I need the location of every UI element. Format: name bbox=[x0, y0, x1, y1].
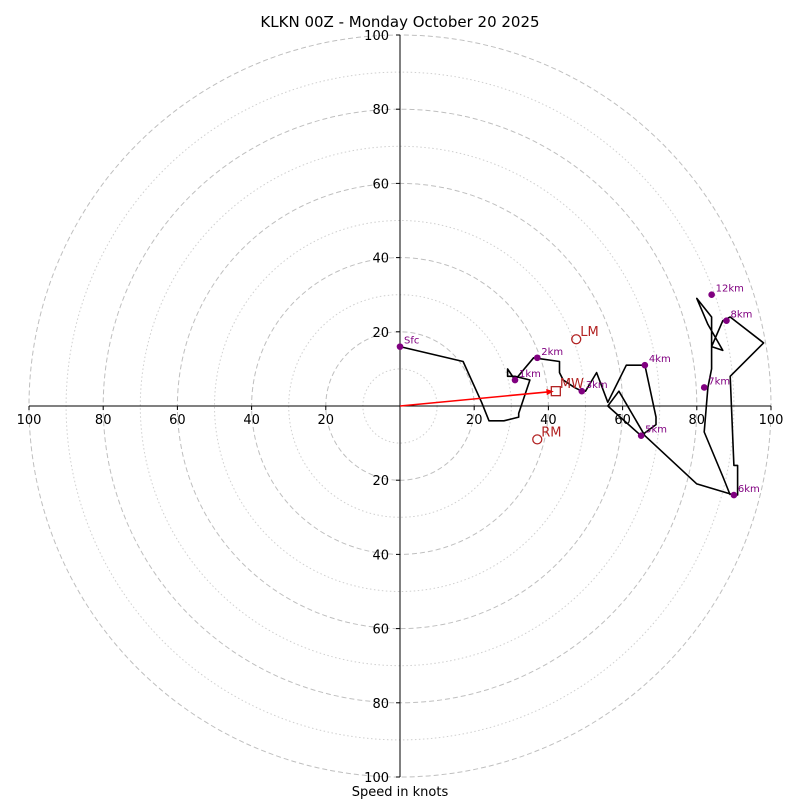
y-tick-label: 60 bbox=[372, 623, 389, 638]
height-marker-dot bbox=[723, 317, 730, 324]
height-marker-label: 1km bbox=[519, 369, 541, 380]
height-marker-dot bbox=[641, 361, 649, 369]
y-tick-label: 20 bbox=[372, 474, 389, 489]
height-marker-label: 2km bbox=[541, 347, 563, 358]
height-marker-dot bbox=[730, 491, 738, 499]
y-tick-label: 20 bbox=[372, 326, 389, 341]
lm-motion-label: LM bbox=[580, 325, 598, 340]
height-marker-label: 6km bbox=[738, 484, 760, 495]
rm-motion-label: RM bbox=[541, 425, 561, 440]
height-marker-label: 8km bbox=[730, 310, 752, 321]
shear-vector-line bbox=[399, 391, 548, 407]
x-tick-label: 80 bbox=[95, 413, 112, 428]
height-marker-label: 5km bbox=[645, 425, 667, 436]
y-tick-label: 40 bbox=[372, 548, 389, 563]
tick-labels: 100 80 60 40 20 20 40 60 80 100 100 80 60 40 20 20 40 60 8… bbox=[17, 29, 784, 786]
x-tick-label: 40 bbox=[243, 413, 260, 428]
height-marker-label: 3km bbox=[586, 380, 608, 391]
shear-vector-arrowhead bbox=[546, 388, 554, 396]
wind-trace bbox=[399, 297, 765, 496]
x-tick-label: 20 bbox=[466, 413, 483, 428]
lm-motion-marker bbox=[571, 334, 582, 345]
mw-motion-label: MW bbox=[560, 377, 584, 392]
x-tick-label: 60 bbox=[169, 413, 186, 428]
height-marker-dot bbox=[396, 343, 404, 350]
rm-motion-marker bbox=[532, 434, 543, 445]
shear-vector-group bbox=[399, 388, 554, 407]
height-marker-dot bbox=[700, 384, 708, 391]
y-tick-label: 100 bbox=[364, 29, 389, 44]
hodograph-trace-line bbox=[399, 297, 765, 496]
height-marker-dot bbox=[708, 291, 715, 299]
x-tick-label: 40 bbox=[540, 413, 557, 428]
height-marker-dot bbox=[637, 432, 645, 439]
storm-motion-markers: LM RM MW bbox=[532, 325, 599, 445]
y-tick-label: 40 bbox=[372, 252, 389, 267]
height-marker-dot bbox=[511, 376, 519, 384]
chart-title: KLKN 00Z - Monday October 20 2025 bbox=[260, 13, 539, 31]
height-marker-dot bbox=[533, 354, 541, 362]
height-marker-label: 12km bbox=[716, 284, 744, 295]
x-tick-label: 100 bbox=[17, 413, 42, 428]
height-marker-label: Sfc bbox=[404, 336, 419, 347]
y-tick-label: 80 bbox=[372, 103, 389, 118]
x-tick-label: 20 bbox=[318, 413, 335, 428]
y-tick-label: 100 bbox=[364, 771, 389, 786]
mean-wind-marker bbox=[550, 386, 561, 397]
y-tick-label: 60 bbox=[372, 177, 389, 192]
x-tick-label: 100 bbox=[759, 413, 784, 428]
x-tick-label: 80 bbox=[689, 413, 706, 428]
x-tick-label: 60 bbox=[614, 413, 631, 428]
y-tick-label: 80 bbox=[372, 697, 389, 712]
height-marker-label: 7km bbox=[708, 376, 730, 387]
height-marker-dot bbox=[578, 387, 586, 395]
x-axis-label: Speed in knots bbox=[352, 785, 449, 800]
height-marker-label: 4km bbox=[649, 354, 671, 365]
